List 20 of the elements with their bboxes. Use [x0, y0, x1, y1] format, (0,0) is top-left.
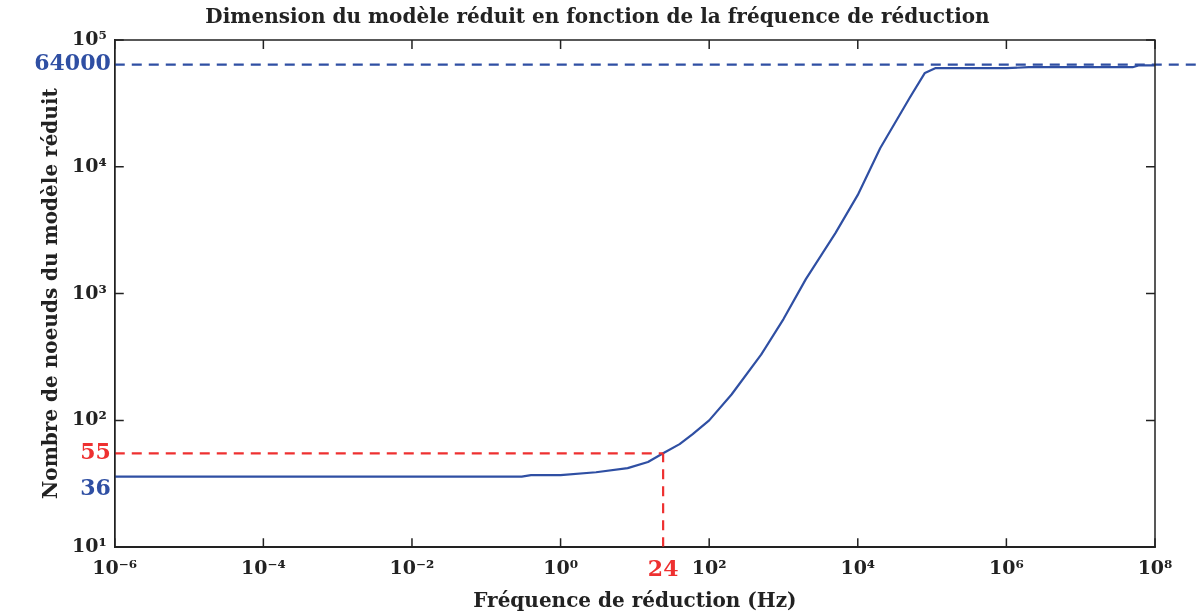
x-tick-label: 10² [691, 555, 727, 578]
x-tick-label: 10⁻⁴ [240, 555, 286, 578]
ref-line-label: 55 [80, 438, 111, 465]
ref-line-label: 64000 [34, 49, 111, 76]
annotation: 36 [80, 474, 111, 501]
y-tick-label: 10³ [72, 280, 107, 303]
chart-title: Dimension du modèle réduit en fonction de la fréquence de réduction [205, 4, 991, 29]
x-axis-title: Fréquence de réduction (Hz) [473, 588, 797, 613]
y-tick-label: 10² [72, 407, 107, 430]
ref-line-label: 24 [647, 554, 679, 581]
x-tick-label: 10⁸ [1137, 555, 1173, 578]
y-tick-label: 10¹ [72, 534, 107, 557]
y-axis-title: Nombre de noeuds du modèle réduit [38, 87, 63, 499]
x-tick-label: 10⁻² [389, 555, 435, 578]
y-tick-label: 10⁵ [72, 26, 107, 49]
x-tick-label: 10⁻⁶ [92, 555, 138, 578]
x-tick-label: 10⁰ [543, 555, 578, 578]
y-tick-label: 10⁴ [72, 153, 107, 176]
x-tick-label: 10⁶ [989, 555, 1024, 578]
x-tick-label: 10⁴ [840, 555, 876, 578]
